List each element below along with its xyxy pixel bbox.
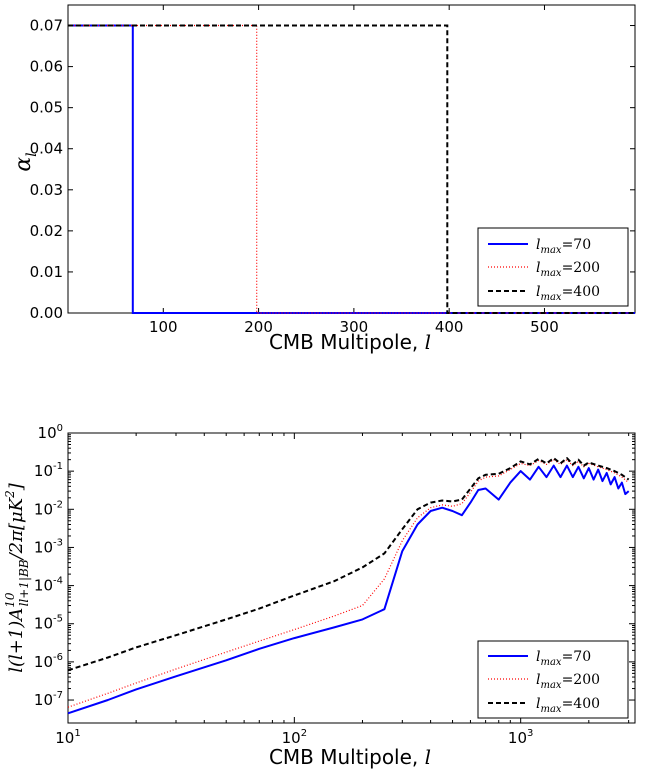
bottom-x-tick-label: 103 <box>508 728 533 747</box>
top-y-tick-label: 0.05 <box>30 99 63 117</box>
top-x-tick-label: 500 <box>530 318 559 336</box>
bottom-y-tick-label: 10-7 <box>34 690 63 709</box>
top-legend-label-200: lmax=200 <box>536 260 600 279</box>
top-x-tick-label: 200 <box>244 318 273 336</box>
top-x-tick-label: 400 <box>435 318 464 336</box>
bottom-y-axis-label: l(l+1)A10ll+1|BB/2π[μK2] <box>3 482 31 673</box>
bottom-x-tick-label: 102 <box>282 728 307 747</box>
top-x-tick-label: 300 <box>340 318 369 336</box>
top-y-tick-label: 0.04 <box>30 140 63 158</box>
top-series-line-2 <box>68 24 635 314</box>
bottom-y-tick-label: 10-2 <box>34 499 63 518</box>
top-y-tick-label: 0.02 <box>30 222 63 240</box>
top-ticks: 100 200 300 400 500 0.00 0.01 0.02 0.03 0.04 0.05 0… <box>30 5 635 336</box>
bottom-y-tick-label: 10-5 <box>34 614 63 633</box>
top-legend-label-400: lmax=400 <box>536 284 600 303</box>
top-chart: 100 200 300 400 500 0.00 0.01 0.02 0.03 0.04 0.05 0… <box>11 4 636 354</box>
bottom-y-tick-label: 10-4 <box>34 576 63 595</box>
bottom-chart: 101 102 103 10-7 10-6 10-5 10-4 10-3 10-2 10-1 100… <box>3 423 636 769</box>
bottom-y-tick-label: 10-6 <box>34 652 63 671</box>
bottom-legend-label-200: lmax=200 <box>536 672 600 691</box>
top-x-tick-label: 100 <box>149 318 178 336</box>
bottom-series-line-2 <box>67 457 630 672</box>
bottom-plot-frame <box>67 432 636 724</box>
top-series <box>68 24 635 314</box>
bottom-legend: lmax=70 lmax=200 lmax=400 <box>477 640 629 719</box>
top-legend: lmax=70 lmax=200 lmax=400 <box>477 227 629 307</box>
top-y-tick-label: 0.03 <box>30 181 63 199</box>
bottom-ticks: 101 102 103 10-7 10-6 10-5 10-4 10-3 10-2 10-1 100 <box>34 423 635 747</box>
bottom-x-tick-label: 101 <box>55 728 80 747</box>
bottom-series-line-1 <box>67 459 630 708</box>
bottom-legend-label-70: lmax=70 <box>536 649 591 668</box>
bottom-series-line-0 <box>67 464 630 715</box>
bottom-y-tick-label: 10-1 <box>34 461 63 480</box>
top-y-tick-label: 0.00 <box>30 304 63 322</box>
bottom-y-tick-label: 100 <box>38 423 63 442</box>
top-y-tick-label: 0.06 <box>30 58 63 76</box>
bottom-y-tick-label: 10-3 <box>34 537 63 556</box>
top-y-axis-label: αl <box>11 152 40 171</box>
top-x-axis-label: CMB Multipole, l <box>269 330 431 354</box>
top-legend-label-70: lmax=70 <box>536 237 591 256</box>
bottom-series <box>67 457 630 715</box>
top-y-tick-label: 0.01 <box>30 263 63 281</box>
top-y-tick-label: 0.07 <box>30 17 63 35</box>
bottom-x-axis-label: CMB Multipole, l <box>269 745 431 769</box>
bottom-legend-label-400: lmax=400 <box>536 696 600 715</box>
